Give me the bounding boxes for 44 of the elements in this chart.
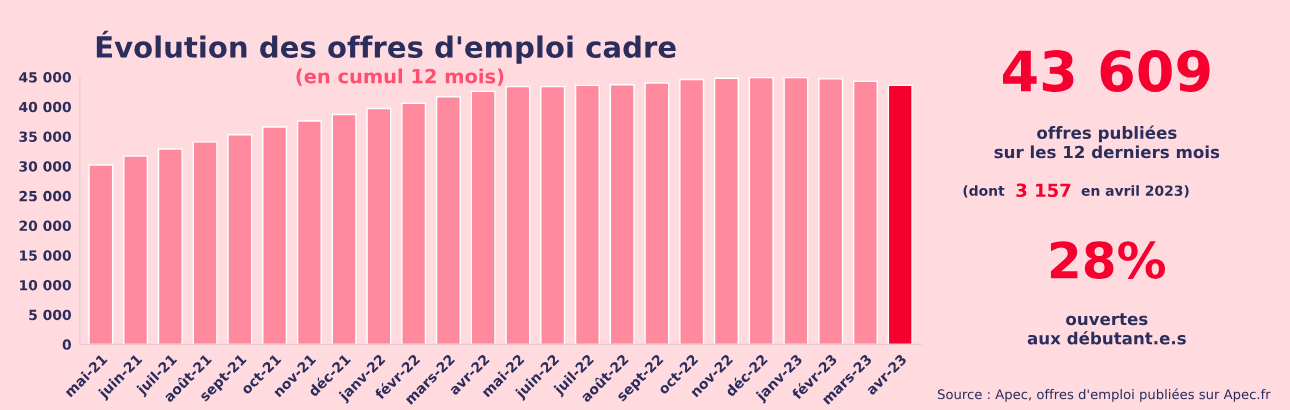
bar: [852, 80, 878, 345]
bar: [401, 102, 427, 345]
bar: [609, 84, 635, 345]
bar: [574, 84, 600, 345]
text: 3 157: [1016, 183, 1071, 198]
text: (dont: [963, 185, 1005, 198]
text: 28%: [1050, 241, 1166, 279]
y-tick-label: 45 000: [19, 72, 71, 83]
y-tick-label: 15 000: [20, 250, 71, 261]
bar: [157, 148, 183, 345]
bar: [505, 85, 531, 345]
y-tick-label: 5 000: [29, 309, 71, 321]
bar: [227, 134, 253, 345]
bar: [783, 77, 809, 345]
bar: [88, 164, 114, 345]
bar: [192, 141, 218, 345]
bar: [296, 120, 322, 345]
bar: [887, 84, 913, 345]
bar: [366, 107, 392, 345]
y-tick-label: 30 000: [19, 161, 71, 172]
source-note: Source : Apec, offres d'emploi publiées sur Apec.fr: [937, 388, 1271, 402]
bar: [818, 78, 844, 345]
chart-subtitle: (en cumul 12 mois): [296, 68, 504, 86]
bar: [435, 95, 461, 345]
text: 43 609: [1003, 49, 1210, 92]
bar: [331, 113, 357, 345]
chart-title: Évolution des offres d'emploi cadre: [96, 30, 676, 64]
bar: [748, 77, 774, 345]
bar: [679, 78, 705, 345]
y-tick-label: 25 000: [19, 190, 71, 202]
bar: [470, 90, 496, 345]
y-tick-label: 20 000: [19, 220, 71, 232]
y-tick-label: 10 000: [20, 279, 71, 291]
text: en avril 2023): [1081, 185, 1189, 198]
text: offres publiées sur les 12 derniers mois: [994, 125, 1220, 159]
bar: [713, 77, 739, 345]
bar: [540, 85, 566, 345]
y-tick-label: 35 000: [19, 131, 71, 142]
bar: [123, 155, 149, 345]
bar: [644, 82, 670, 345]
y-tick-label: 40 000: [19, 101, 71, 113]
text: ouvertes aux débutant.e.s: [1027, 313, 1186, 345]
bar: [262, 126, 288, 345]
y-tick-label: 0: [62, 339, 71, 350]
